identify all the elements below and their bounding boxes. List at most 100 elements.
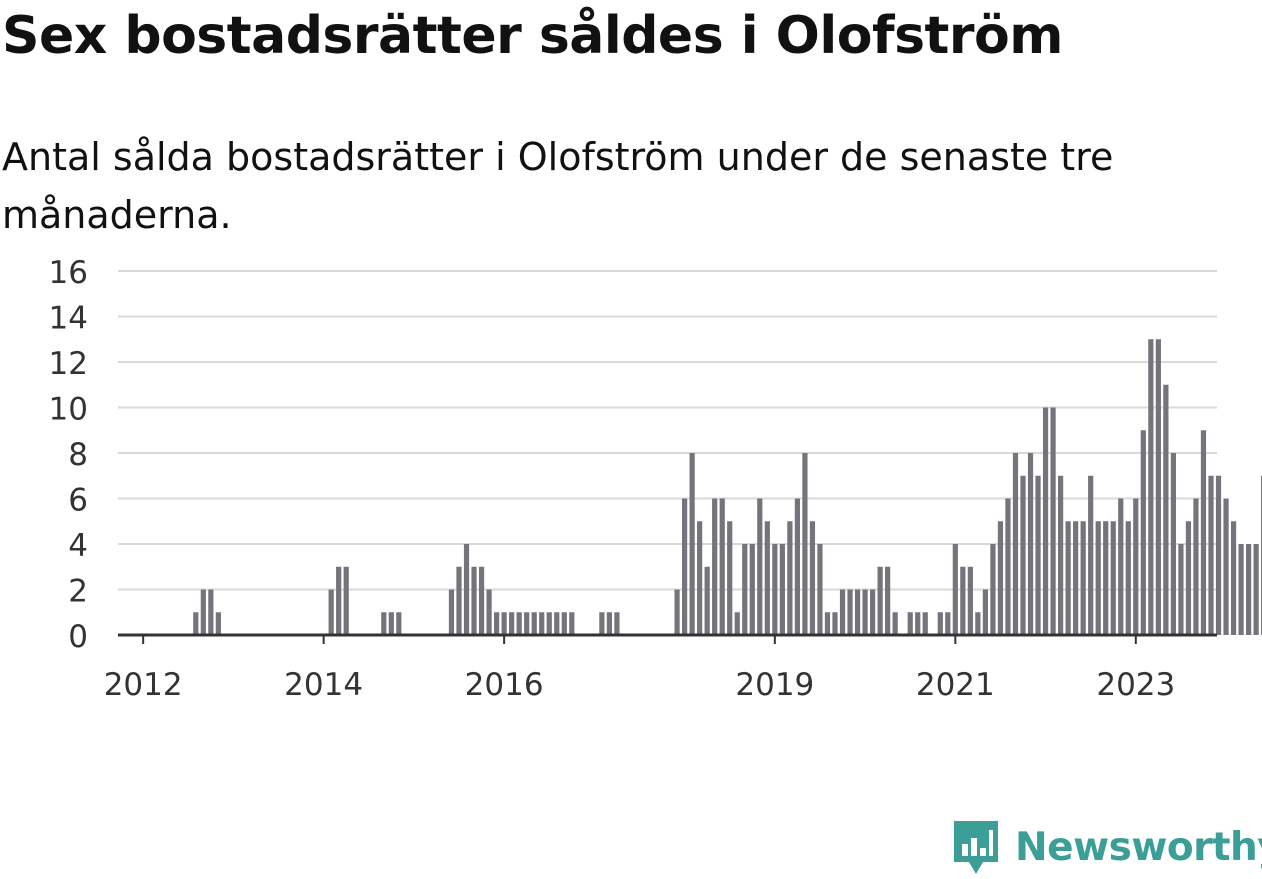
bar: [1080, 521, 1086, 635]
y-tick-label: 6: [68, 483, 88, 519]
bar: [1050, 407, 1056, 635]
bar: [877, 566, 883, 635]
bar: [824, 612, 831, 635]
bar: [779, 544, 785, 635]
bar: [704, 566, 710, 635]
bar: [997, 521, 1004, 635]
bar: [193, 612, 199, 635]
y-tick-label: 10: [49, 392, 88, 428]
newsworthy-icon: [954, 821, 998, 874]
bar: [682, 498, 688, 635]
bar: [501, 612, 507, 635]
bar: [456, 566, 462, 635]
bar: [388, 612, 394, 635]
x-tick-label: 2021: [916, 667, 995, 703]
bar: [787, 521, 793, 635]
bar: [772, 544, 778, 635]
bar: [599, 612, 605, 635]
bar: [674, 589, 680, 635]
y-tick-label: 12: [49, 346, 88, 382]
bar: [1163, 384, 1169, 635]
bar: [1035, 475, 1041, 635]
bar: [982, 589, 988, 635]
bar: [1185, 521, 1192, 635]
bar: [749, 544, 755, 635]
x-tick-label: 2019: [735, 667, 814, 703]
y-tick-label: 4: [68, 528, 88, 564]
bar: [1148, 339, 1154, 635]
bar: [336, 566, 342, 635]
bar: [569, 612, 575, 635]
bar: [1118, 498, 1124, 635]
bar: [1005, 498, 1011, 635]
bar-chart: 0246810121416201220142016201920212023202…: [49, 255, 1262, 703]
bar: [809, 521, 816, 635]
bar: [719, 498, 725, 635]
bar: [1200, 430, 1207, 635]
y-tick-label: 2: [68, 574, 88, 610]
bar: [794, 498, 800, 635]
newsworthy-logo: Newsworthy: [951, 818, 1262, 876]
bar: [937, 612, 943, 635]
bar: [975, 612, 981, 635]
bar: [448, 589, 455, 635]
bar: [1170, 453, 1176, 635]
bar: [870, 589, 876, 635]
bar: [967, 566, 973, 635]
bar: [486, 589, 492, 635]
bar: [1058, 475, 1064, 635]
bar: [885, 566, 891, 635]
y-tick-label: 16: [49, 255, 88, 291]
bar: [1103, 521, 1109, 635]
bar: [1208, 475, 1214, 635]
bar: [328, 589, 334, 635]
x-tick-label: 2012: [104, 667, 183, 703]
bar: [990, 544, 996, 635]
bar: [1027, 453, 1034, 635]
bar: [1088, 475, 1094, 635]
bar: [862, 589, 868, 635]
bar: [1178, 544, 1184, 635]
bar: [1215, 475, 1222, 635]
bar: [727, 521, 733, 635]
y-tick-label: 0: [68, 619, 88, 655]
y-tick-label: 8: [68, 437, 88, 473]
bar: [1193, 498, 1199, 635]
bar: [734, 612, 740, 635]
bar: [1155, 339, 1161, 635]
bar: [1012, 453, 1019, 635]
bar: [1042, 407, 1049, 635]
bar: [847, 589, 853, 635]
bar: [945, 612, 951, 635]
bar: [1246, 544, 1252, 635]
bar: [854, 589, 861, 635]
bar: [343, 566, 349, 635]
bar: [1065, 521, 1071, 635]
x-tick-label: 2014: [284, 667, 363, 703]
bar: [839, 589, 846, 635]
bar: [509, 612, 515, 635]
bar: [1095, 521, 1101, 635]
bar: [952, 544, 958, 635]
bar: [1253, 544, 1259, 635]
bar: [381, 612, 387, 635]
bar: [396, 612, 402, 635]
bar: [494, 612, 500, 635]
bar: [817, 544, 823, 635]
bar: [478, 566, 485, 635]
bar: [757, 498, 763, 635]
bar: [1125, 521, 1131, 635]
bar: [1073, 521, 1079, 635]
bar: [546, 612, 552, 635]
chart-title: Sex bostadsrätter såldes i Olofström: [2, 6, 1063, 66]
bar: [1140, 430, 1146, 635]
bar: [764, 521, 770, 635]
x-tick-label: 2023: [1096, 667, 1175, 703]
bar: [524, 612, 530, 635]
bar: [1223, 498, 1229, 635]
bar: [922, 612, 928, 635]
bar: [915, 612, 921, 635]
bar: [606, 612, 612, 635]
bar: [614, 612, 620, 635]
x-tick-label: 2016: [465, 667, 544, 703]
